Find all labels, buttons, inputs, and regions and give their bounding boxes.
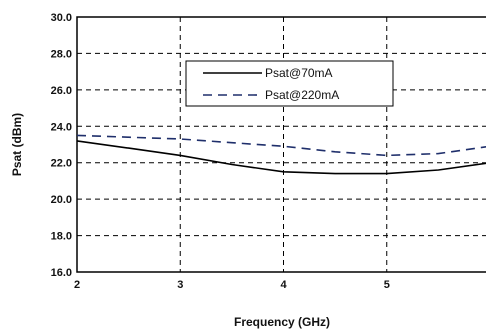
grid (76, 16, 486, 273)
y-tick-label: 28.0 (51, 48, 72, 60)
x-tick-label: 2 (74, 279, 80, 291)
series-line-2 (76, 134, 486, 157)
series-line-1 (76, 140, 486, 175)
y-tick-label: 30.0 (51, 12, 72, 24)
x-tick-label: 4 (280, 279, 287, 291)
y-tick-label: 26.0 (51, 85, 72, 97)
y-axis-title: Psat (dBm) (10, 113, 24, 176)
legend: Psat@70mA Psat@220mA (185, 60, 394, 107)
plot-area (76, 16, 486, 273)
tick-labels: 16.018.020.022.024.026.028.030.023456 (51, 12, 390, 291)
x-axis-title: Frequency (GHz) (234, 315, 330, 329)
y-tick-label: 22.0 (51, 158, 72, 170)
legend-label-2: Psat@220mA (265, 88, 339, 102)
y-tick-label: 24.0 (51, 121, 72, 133)
legend-label-1: Psat@70mA (265, 66, 333, 80)
x-tick-label: 5 (384, 279, 390, 291)
x-tick-label: 3 (177, 279, 183, 291)
y-tick-label: 16.0 (51, 267, 72, 279)
legend-box (185, 60, 394, 107)
y-tick-label: 20.0 (51, 194, 72, 206)
series-lines (76, 134, 486, 175)
y-tick-label: 18.0 (51, 231, 72, 243)
